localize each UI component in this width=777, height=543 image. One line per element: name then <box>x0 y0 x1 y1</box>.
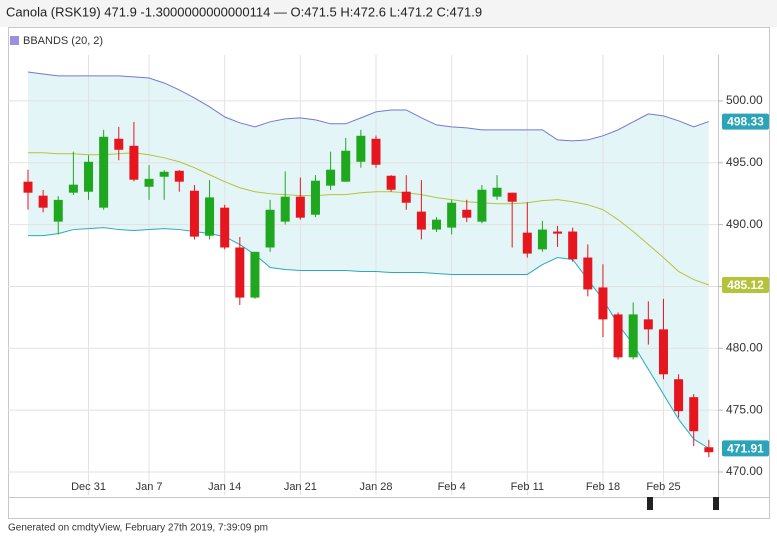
candle-body <box>38 195 48 208</box>
candle-body <box>568 231 578 260</box>
x-tick-label: Jan 7 <box>136 481 163 493</box>
x-tick-label: Jan 14 <box>208 481 241 493</box>
candle-body <box>658 329 668 375</box>
candle-body <box>583 257 593 290</box>
candle-body <box>356 135 366 162</box>
candle-body <box>462 209 472 218</box>
candle-body <box>537 229 547 250</box>
chart-frame <box>8 27 770 519</box>
candle-body <box>23 181 33 193</box>
legend-swatch <box>10 36 19 45</box>
candle-body <box>447 202 457 228</box>
y-tick-label: 495.00 <box>726 155 763 169</box>
candle-body <box>144 178 154 187</box>
candle-body <box>674 379 684 412</box>
band-fill <box>28 71 709 449</box>
x-tick-label: Jan 28 <box>359 481 392 493</box>
x-tick-label: Feb 18 <box>586 481 620 493</box>
candle-body <box>295 196 305 218</box>
candle-body <box>416 211 426 230</box>
band-line <box>27 71 710 142</box>
last-value-box <box>722 440 769 457</box>
candle-body <box>326 169 336 186</box>
band-line <box>28 152 710 286</box>
candle-body <box>114 138 124 150</box>
candle-body <box>341 150 351 182</box>
x-tick-label: Feb 4 <box>438 481 466 493</box>
candle-body <box>386 175 396 190</box>
header-bar <box>0 0 777 27</box>
last-value-label: 471.91 <box>727 442 764 456</box>
last-value-label: 485.12 <box>727 278 764 292</box>
x-tick-label: Feb 25 <box>646 481 680 493</box>
candle-body <box>235 247 245 298</box>
candle-body <box>174 170 184 182</box>
last-value-label: 498.33 <box>727 115 764 129</box>
candle-body <box>507 192 517 202</box>
x-tick-label: Jan 21 <box>284 481 317 493</box>
y-tick-label: 480.00 <box>726 340 763 354</box>
candle-body <box>477 189 487 222</box>
last-value-box <box>722 113 769 130</box>
candle-body <box>704 447 714 453</box>
candle-body <box>613 314 623 358</box>
scroll-handle[interactable] <box>647 497 653 510</box>
legend-label: BBANDS (20, 2) <box>23 35 103 47</box>
last-value-box <box>722 276 769 293</box>
candle-body <box>53 199 63 222</box>
candle-body <box>84 161 94 192</box>
y-tick-label: 475.00 <box>726 402 763 416</box>
candle-body <box>689 397 699 432</box>
candle-body <box>189 190 199 237</box>
candle-body <box>553 231 563 234</box>
x-tick-label: Dec 31 <box>71 481 106 493</box>
candle-body <box>280 196 290 222</box>
candle-body <box>522 232 532 254</box>
candle-body <box>68 184 78 193</box>
plot-layer: RSK19, 12 <box>8 55 718 495</box>
candle-body <box>265 209 275 248</box>
x-tick-label: Feb 11 <box>511 481 544 493</box>
candle-body <box>401 191 411 203</box>
candle-body <box>643 319 653 330</box>
candle-body <box>99 136 109 208</box>
y-tick-label: 490.00 <box>726 217 763 231</box>
candle-body <box>205 197 215 236</box>
band-line <box>28 227 710 449</box>
footer-note: Generated on cmdtyView, February 27th 20… <box>8 523 268 534</box>
candle-body <box>129 145 139 180</box>
candle-body <box>492 187 502 197</box>
candle-body <box>598 287 608 320</box>
candle-body <box>310 180 320 215</box>
chart-title: Canola (RSK19) 471.9 -1.3000000000000114… <box>6 4 482 19</box>
y-tick-label: 500.00 <box>726 93 763 107</box>
candle-body <box>371 138 381 165</box>
scroll-handle[interactable] <box>713 497 719 510</box>
candle-body <box>628 314 638 358</box>
candle-body <box>159 171 169 177</box>
candle-body <box>432 219 442 230</box>
candle-body <box>250 251 260 298</box>
y-tick-label: 470.00 <box>726 464 763 478</box>
candle-body <box>220 207 230 248</box>
